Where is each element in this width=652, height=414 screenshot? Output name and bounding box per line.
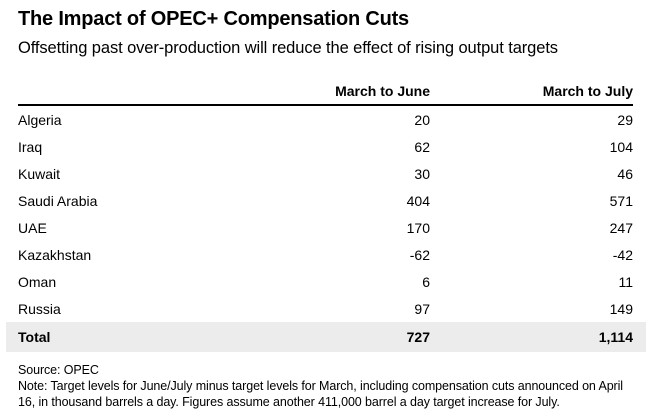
- cell-march-to-june: -62: [409, 246, 430, 263]
- cell-march-to-july: -42: [612, 246, 633, 263]
- cell-march-to-june: 20: [414, 111, 430, 128]
- table-row: Kazakhstan -62 -42: [18, 241, 633, 268]
- cell-march-to-june: 6: [422, 273, 430, 290]
- row-label: Kuwait: [18, 165, 61, 182]
- row-label: Kazakhstan: [18, 246, 92, 263]
- page-subtitle: Offsetting past over-production will red…: [18, 39, 558, 57]
- table-row: Kuwait 30 46: [18, 160, 633, 187]
- cell-march-to-july: 149: [609, 300, 633, 317]
- row-label: UAE: [18, 219, 47, 236]
- table-body: Algeria 20 29 Iraq 62 104 Kuwait 30 46 S…: [6, 106, 646, 352]
- cell-march-to-july: 11: [618, 273, 633, 290]
- row-label: Saudi Arabia: [18, 192, 98, 209]
- cell-march-to-july: 46: [617, 165, 633, 182]
- source-text: Source: OPEC: [18, 363, 99, 377]
- total-march-to-june: 727: [406, 329, 430, 345]
- col-header-march-to-june: March to June: [335, 83, 430, 99]
- table-header-row: March to June March to July: [18, 73, 633, 106]
- row-label: Oman: [18, 273, 57, 290]
- cell-march-to-june: 404: [406, 192, 430, 209]
- cell-march-to-june: 62: [414, 138, 430, 155]
- table-row: Saudi Arabia 404 571: [18, 187, 633, 214]
- cell-march-to-july: 247: [609, 219, 633, 236]
- cell-march-to-june: 30: [414, 165, 430, 182]
- row-label: Russia: [18, 300, 61, 317]
- cell-march-to-july: 571: [609, 192, 633, 209]
- cell-march-to-june: 97: [414, 300, 430, 317]
- table-row: Oman 6 11: [18, 268, 633, 295]
- total-label: Total: [18, 329, 51, 345]
- table-row: Iraq 62 104: [18, 133, 633, 160]
- table-row: Russia 97 149: [18, 295, 633, 322]
- cell-march-to-july: 29: [617, 111, 633, 128]
- table-row: UAE 170 247: [18, 214, 633, 241]
- table-row: Algeria 20 29: [18, 106, 633, 133]
- cell-march-to-june: 170: [406, 219, 430, 236]
- page-title: The Impact of OPEC+ Compensation Cuts: [18, 8, 409, 30]
- footer: Source: OPEC Note: Target levels for Jun…: [18, 362, 642, 410]
- total-row: Total 727 1,114: [6, 322, 646, 352]
- cell-march-to-july: 104: [609, 138, 633, 155]
- note-text: Note: Target levels for June/July minus …: [18, 379, 623, 409]
- row-label: Iraq: [18, 138, 43, 155]
- col-header-march-to-july: March to July: [542, 83, 633, 99]
- total-march-to-july: 1,114: [598, 329, 633, 345]
- row-label: Algeria: [18, 111, 62, 128]
